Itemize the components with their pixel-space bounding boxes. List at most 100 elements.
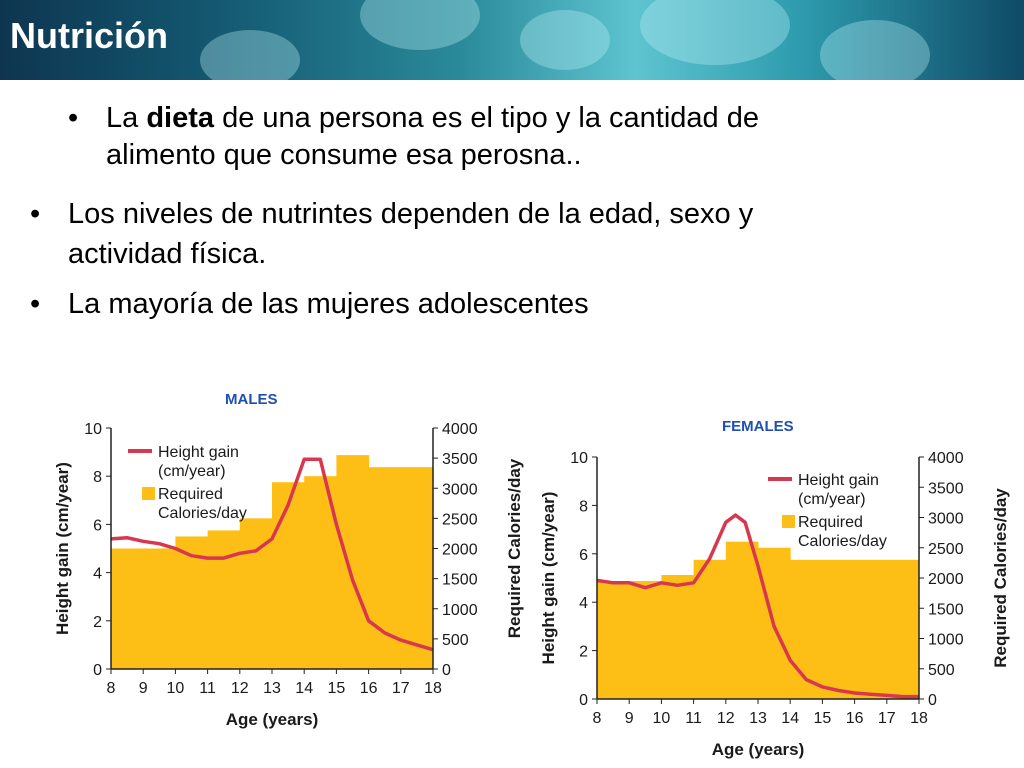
- males-legend-bar-unit: Calories/day: [158, 505, 247, 522]
- females-y-left-tick-label: 2: [579, 644, 588, 661]
- males-x-axis-label: Age (years): [226, 710, 319, 729]
- bullet-1-bold: dieta: [146, 102, 215, 134]
- males-x-tick-label: 12: [231, 680, 249, 697]
- males-legend-bar-swatch: [142, 487, 155, 500]
- males-y-right-tick-label: 2500: [442, 511, 478, 528]
- males-y-right-tick-label: 3500: [442, 451, 478, 468]
- males-y-right-tick-label: 1000: [442, 602, 478, 619]
- males-calorie-bar-7: [336, 455, 370, 669]
- males-x-tick-label: 9: [139, 680, 148, 697]
- females-y-right-tick-label: 3500: [928, 480, 964, 497]
- banner-decoration: [820, 20, 930, 80]
- females-calorie-bar-2: [661, 574, 695, 699]
- females-y-right-tick-label: 1000: [928, 632, 964, 649]
- banner-decoration: [640, 0, 790, 65]
- bullet-marker: •: [30, 288, 41, 320]
- males-y-right-tick-label: 0: [442, 662, 451, 679]
- males-calorie-bar-3: [207, 530, 241, 669]
- males-x-tick-label: 11: [199, 680, 216, 697]
- females-calorie-bar-6: [790, 559, 920, 699]
- males-y-right-tick-label: 500: [442, 632, 469, 649]
- males-legend-line-unit: (cm/year): [158, 463, 226, 480]
- bullet-3: • La mayoría de las mujeres adolescentes: [30, 286, 980, 326]
- females-x-tick-label: 14: [781, 710, 799, 727]
- females-legend-line-label: Height gain: [798, 472, 879, 489]
- females-legend-bar-label: Required: [798, 514, 863, 531]
- banner-decoration: [200, 30, 300, 80]
- bullet-1-line-2: alimento que consume esa perosna..: [106, 139, 582, 171]
- bullet-3-line-1: La mayoría de las mujeres adolescentes: [68, 288, 589, 320]
- males-legend-line-label: Height gain: [158, 444, 239, 461]
- females-x-tick-label: 11: [685, 710, 702, 727]
- males-y-right-tick-label: 3000: [442, 481, 478, 498]
- bullet-1-line-1: La dieta de una persona es el tipo y la …: [106, 100, 759, 137]
- females-y-left-tick-label: 6: [579, 547, 588, 564]
- males-calorie-bar-5: [272, 482, 305, 669]
- males-x-tick-label: 16: [360, 680, 378, 697]
- males-x-tick-label: 17: [392, 680, 410, 697]
- males-calorie-bar-1: [111, 548, 176, 669]
- males-x-tick-label: 14: [295, 680, 313, 697]
- males-x-tick-label: 15: [328, 680, 346, 697]
- females-x-tick-label: 10: [653, 710, 671, 727]
- bullet-1: • La dieta de una persona es el tipo y l…: [68, 100, 968, 180]
- males-legend-bar-label: Required: [158, 486, 223, 503]
- females-x-tick-label: 12: [717, 710, 735, 727]
- females-legend-bar-swatch: [782, 515, 795, 528]
- females-y-left-axis-label: Height gain (cm/year): [539, 492, 558, 665]
- bullet-2: • Los niveles de nutrintes dependen de l…: [30, 196, 980, 276]
- females-y-right-tick-label: 500: [928, 662, 955, 679]
- females-legend-bar-unit: Calories/day: [798, 533, 887, 550]
- females-y-left-tick-label: 0: [579, 692, 588, 709]
- males-y-left-tick-label: 8: [93, 469, 102, 486]
- females-x-tick-label: 13: [749, 710, 767, 727]
- males-x-tick-label: 8: [107, 680, 116, 697]
- males-x-tick-label: 10: [167, 680, 185, 697]
- females-calorie-bar-1: [597, 581, 662, 699]
- bullet-1-pre: La: [106, 102, 147, 134]
- males-y-right-axis-label: Required Calories/day: [505, 458, 524, 638]
- males-y-left-tick-label: 6: [93, 517, 102, 534]
- banner-decoration: [520, 10, 610, 70]
- males-y-left-axis-label: Height gain (cm/year): [53, 462, 72, 635]
- males-y-left-tick-label: 2: [93, 614, 102, 631]
- females-calorie-bar-4: [725, 541, 759, 699]
- females-x-axis-label: Age (years): [712, 740, 805, 759]
- females-y-right-tick-label: 4000: [928, 450, 964, 467]
- females-x-tick-label: 17: [878, 710, 896, 727]
- females-height-gain-line: [596, 513, 919, 699]
- females-x-tick-label: 16: [846, 710, 864, 727]
- males-chart-title: MALES: [225, 391, 278, 408]
- slide-title: Nutrición: [10, 15, 168, 56]
- females-x-tick-label: 8: [593, 710, 602, 727]
- bullet-marker: •: [30, 198, 41, 230]
- males-x-tick-label: 13: [263, 680, 281, 697]
- females-legend-line-unit: (cm/year): [798, 491, 866, 508]
- females-y-right-tick-label: 1500: [928, 601, 964, 618]
- males-y-right-tick-label: 1500: [442, 572, 478, 589]
- males-y-right-tick-label: 4000: [442, 421, 478, 438]
- males-calorie-bar-8: [368, 467, 434, 669]
- females-chart-title: FEMALES: [722, 418, 794, 435]
- females-y-right-tick-label: 2000: [928, 571, 964, 588]
- males-y-left-tick-label: 0: [93, 662, 102, 679]
- bullet-2-line-1: Los niveles de nutrintes dependen de la …: [68, 198, 754, 230]
- females-y-right-tick-label: 0: [928, 692, 937, 709]
- females-x-tick-label: 15: [814, 710, 832, 727]
- females-y-left-tick-label: 10: [570, 450, 588, 467]
- males-x-tick-label: 18: [424, 680, 442, 697]
- females-y-left-tick-label: 8: [579, 498, 588, 515]
- females-y-right-tick-label: 2500: [928, 541, 964, 558]
- males-y-left-tick-label: 4: [93, 566, 102, 583]
- bullet-marker: •: [68, 102, 79, 134]
- title-banner: Nutrición: [0, 0, 1024, 80]
- bullet-1-post: de una persona es el tipo y la cantidad …: [214, 102, 759, 134]
- females-x-tick-label: 18: [910, 710, 928, 727]
- females-y-right-axis-label: Required Calories/day: [991, 488, 1010, 668]
- males-y-right-tick-label: 2000: [442, 542, 478, 559]
- females-y-left-tick-label: 4: [579, 595, 588, 612]
- females-calorie-bar-3: [693, 559, 727, 699]
- females-y-right-tick-label: 3000: [928, 511, 964, 528]
- males-y-left-tick-label: 10: [84, 421, 102, 438]
